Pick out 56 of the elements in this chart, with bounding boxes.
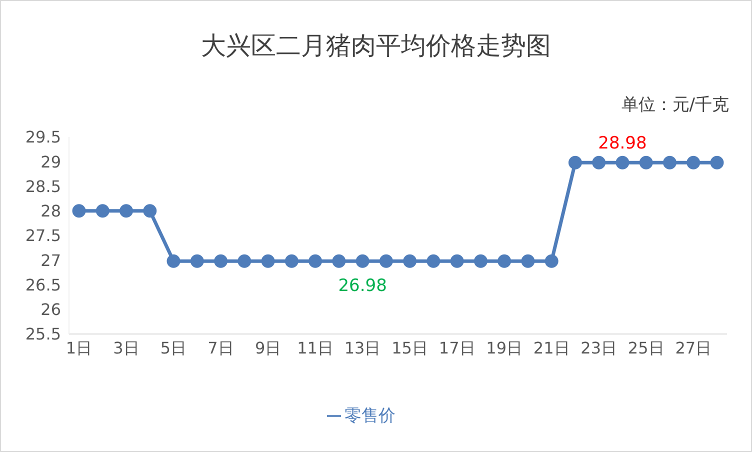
point bbox=[190, 254, 204, 268]
y-tick-label: 27.5 bbox=[25, 226, 61, 246]
x-tick-label: 19日 bbox=[486, 338, 523, 358]
x-tick-label: 5日 bbox=[160, 338, 187, 358]
y-tick-label: 29 bbox=[40, 152, 61, 172]
point bbox=[332, 254, 346, 268]
chart-title: 大兴区二月猪肉平均价格走势图 bbox=[200, 30, 552, 62]
point bbox=[356, 254, 370, 268]
y-tick-label: 26.5 bbox=[25, 275, 61, 294]
point bbox=[284, 254, 298, 268]
y-tick-label: 26 bbox=[40, 300, 61, 320]
y-tick-label: 25.5 bbox=[25, 324, 61, 344]
y-tick-label: 29.5 bbox=[25, 128, 61, 147]
x-tick-label: 21日 bbox=[533, 338, 570, 358]
point bbox=[616, 156, 630, 170]
x-tick-label: 25日 bbox=[628, 338, 664, 358]
x-tick-label: 3日 bbox=[113, 338, 140, 358]
text: 单位：元/千克 bbox=[621, 94, 729, 116]
data-label: 26.98 bbox=[338, 276, 387, 296]
x-tick-label: 17日 bbox=[438, 338, 476, 358]
point bbox=[120, 204, 134, 218]
y-tick-label: 27 bbox=[40, 250, 61, 270]
point bbox=[450, 254, 464, 268]
x-tick-label: 7日 bbox=[208, 338, 234, 358]
point bbox=[639, 156, 653, 170]
point bbox=[72, 204, 86, 218]
point bbox=[710, 156, 724, 170]
x-tick-label: 11日 bbox=[297, 338, 334, 358]
x-tick-label: 23日 bbox=[580, 338, 618, 358]
x-tick-label: 15日 bbox=[392, 338, 428, 358]
point bbox=[379, 254, 393, 268]
point bbox=[403, 254, 417, 268]
point bbox=[521, 254, 535, 268]
point bbox=[498, 254, 512, 268]
point bbox=[214, 254, 228, 268]
point bbox=[568, 156, 582, 170]
point bbox=[143, 204, 157, 218]
point bbox=[261, 254, 275, 268]
point bbox=[166, 254, 180, 268]
y-tick-label: 28 bbox=[40, 202, 61, 221]
point bbox=[308, 254, 322, 268]
x-tick-label: 13日 bbox=[344, 338, 381, 358]
point bbox=[592, 156, 606, 170]
legend-label: 零售价 bbox=[344, 406, 396, 426]
point bbox=[238, 254, 252, 268]
x-tick-label: 9日 bbox=[254, 338, 282, 358]
point bbox=[474, 254, 488, 268]
point bbox=[96, 204, 110, 218]
x-tick-label: 1日 bbox=[66, 338, 92, 358]
point bbox=[686, 156, 700, 170]
point bbox=[662, 156, 676, 170]
x-tick-label: 27日 bbox=[675, 338, 712, 358]
data-label: 28.98 bbox=[598, 134, 647, 154]
point bbox=[544, 254, 558, 268]
point bbox=[426, 254, 440, 268]
y-tick-label: 28.5 bbox=[25, 176, 61, 196]
